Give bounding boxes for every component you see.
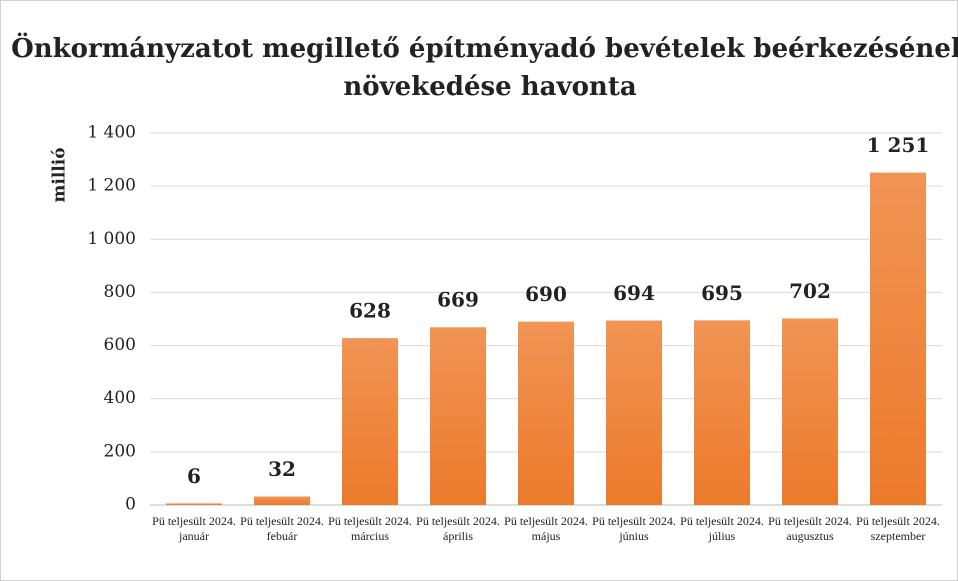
y-tick-label: 0 (125, 495, 136, 515)
bar (166, 503, 222, 505)
x-tick-label: Pü teljesült 2024. május (504, 514, 588, 543)
bar (606, 320, 662, 505)
data-label: 695 (701, 281, 743, 305)
x-tick-label: Pü teljesült 2024. febuár (240, 514, 324, 543)
data-label: 702 (789, 279, 831, 303)
data-label: 690 (525, 282, 567, 306)
y-tick-label: 200 (104, 441, 136, 461)
title-line: Önkormányzatot megillető építményadó bev… (11, 32, 958, 64)
bar (254, 496, 310, 505)
x-tick-label: Pü teljesült 2024. szeptember (856, 514, 940, 543)
bar (430, 327, 486, 505)
data-label: 6 (187, 464, 201, 488)
x-tick-label: Pü teljesült 2024. április (416, 514, 500, 543)
x-tick-label: Pü teljesült 2024. június (592, 514, 676, 543)
bar (694, 320, 750, 505)
bar (518, 321, 574, 505)
y-tick-label: 800 (104, 282, 136, 302)
x-tick-label: Pü teljesült 2024. január (152, 514, 236, 543)
x-tick-label: Pü teljesült 2024. július (680, 514, 764, 543)
y-axis-label: millió (50, 147, 70, 202)
x-tick-label: Pü teljesült 2024. augusztus (768, 514, 852, 543)
bar (342, 338, 398, 505)
y-tick-label: 400 (104, 388, 136, 408)
y-tick-label: 1 400 (87, 123, 136, 143)
data-label: 1 251 (867, 133, 930, 157)
data-label: 694 (613, 281, 655, 305)
bar (782, 318, 838, 505)
data-label: 669 (437, 288, 479, 312)
title-line: növekedése havonta (343, 72, 637, 102)
y-tick-label: 600 (104, 335, 136, 355)
chart-title: Önkormányzatot megillető építményadó bev… (11, 32, 958, 102)
bar (870, 172, 926, 505)
data-label: 32 (268, 457, 296, 481)
x-tick-label: Pü teljesült 2024. március (328, 514, 412, 543)
chart-title-text: Önkormányzatot megillető építményadó bev… (11, 32, 958, 102)
y-tick-label: 1 200 (87, 176, 136, 196)
y-tick-label: 1 000 (87, 229, 136, 249)
data-label: 628 (349, 299, 391, 323)
